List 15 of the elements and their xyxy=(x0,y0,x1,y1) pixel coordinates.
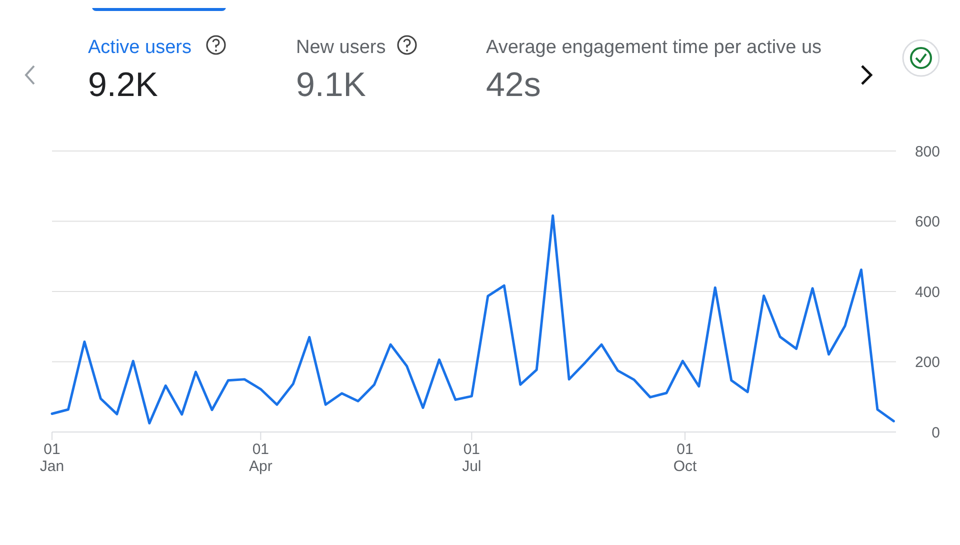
x-tick-label: 01 Jul xyxy=(462,441,482,475)
y-tick-label: 800 xyxy=(914,143,940,160)
y-tick-label: 200 xyxy=(914,354,940,371)
y-tick-label: 0 xyxy=(932,424,940,442)
text: 9.2K xyxy=(88,66,158,104)
text: 42s xyxy=(486,66,541,104)
text: Active users xyxy=(88,37,192,58)
text: New users xyxy=(296,37,386,58)
text: 9.1K xyxy=(296,66,366,104)
x-tick-label: 01 Oct xyxy=(673,441,698,475)
y-tick-label: 400 xyxy=(914,284,940,301)
x-tick-label: 01 Apr xyxy=(249,441,272,475)
y-tick-label: 600 xyxy=(914,214,940,230)
x-tick-label: 01 Jan xyxy=(40,441,64,475)
text: Average engagement time per active us xyxy=(486,37,822,58)
